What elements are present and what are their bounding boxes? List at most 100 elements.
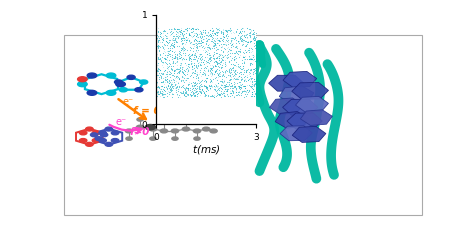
Circle shape xyxy=(99,139,106,142)
Point xyxy=(227,38,235,42)
Point xyxy=(165,38,173,42)
Point xyxy=(164,83,172,87)
Point xyxy=(160,47,168,51)
Point xyxy=(183,28,191,31)
Point xyxy=(182,35,190,39)
Point xyxy=(242,44,250,48)
Point xyxy=(236,30,244,34)
Point xyxy=(194,75,202,79)
Point xyxy=(182,89,190,93)
Point xyxy=(231,51,239,55)
Point xyxy=(196,56,203,60)
Point xyxy=(240,75,248,79)
Point xyxy=(161,29,168,33)
Point xyxy=(249,67,257,71)
Point xyxy=(202,36,210,40)
Point xyxy=(216,38,223,42)
Point xyxy=(241,34,248,38)
Point xyxy=(216,85,224,89)
Point xyxy=(226,80,233,84)
Point xyxy=(211,64,219,68)
Point xyxy=(237,70,244,74)
Point xyxy=(176,64,183,68)
Point xyxy=(164,80,172,84)
Point xyxy=(174,35,182,39)
Point xyxy=(231,68,239,72)
Point xyxy=(167,89,174,93)
Point xyxy=(222,75,230,79)
Point xyxy=(241,78,249,82)
Point xyxy=(182,86,190,90)
Point xyxy=(195,39,202,43)
Point xyxy=(183,29,191,33)
Point xyxy=(217,94,224,98)
Point xyxy=(197,52,205,56)
Point xyxy=(211,87,219,91)
Point xyxy=(175,49,182,53)
Point xyxy=(228,93,236,97)
Point xyxy=(192,38,200,42)
Point xyxy=(234,49,241,53)
Point xyxy=(190,27,197,31)
Point xyxy=(184,62,192,66)
Point xyxy=(239,38,246,42)
Point xyxy=(177,48,184,52)
Point xyxy=(159,40,166,44)
Point xyxy=(163,53,171,57)
Point xyxy=(187,94,195,98)
Point xyxy=(189,86,197,90)
Point xyxy=(214,47,222,51)
Point xyxy=(186,74,194,78)
Point xyxy=(156,34,164,38)
Point xyxy=(172,56,179,60)
Point xyxy=(220,46,228,50)
Point xyxy=(190,53,198,57)
Point xyxy=(187,46,195,50)
Point xyxy=(214,38,222,42)
Circle shape xyxy=(78,77,87,82)
Point xyxy=(172,29,180,33)
Point xyxy=(171,28,178,31)
Point xyxy=(231,68,238,72)
Point xyxy=(225,38,232,42)
Point xyxy=(207,58,215,62)
Point xyxy=(194,76,202,80)
Point xyxy=(239,84,247,88)
Point xyxy=(153,36,161,40)
Point xyxy=(252,68,259,72)
Point xyxy=(235,64,242,68)
Point xyxy=(236,31,243,34)
Point xyxy=(161,43,169,47)
Point xyxy=(226,83,233,87)
Point xyxy=(192,27,200,31)
Point xyxy=(202,42,210,46)
Point xyxy=(165,78,173,82)
Point xyxy=(173,86,180,90)
Point xyxy=(180,33,187,37)
Point xyxy=(221,71,229,75)
Point xyxy=(197,91,205,95)
Point xyxy=(157,80,165,84)
Point xyxy=(185,62,193,66)
Point xyxy=(176,31,183,34)
Point xyxy=(157,71,165,75)
Point xyxy=(155,92,163,96)
Point xyxy=(248,47,256,51)
Point xyxy=(233,90,240,93)
Point xyxy=(201,48,208,52)
Point xyxy=(225,28,233,32)
Point xyxy=(157,76,165,80)
Point xyxy=(164,41,172,45)
Circle shape xyxy=(127,75,135,79)
Point xyxy=(216,26,223,30)
Point xyxy=(198,89,205,93)
Point xyxy=(219,92,227,95)
Point xyxy=(168,43,176,47)
Point xyxy=(190,52,198,56)
Point xyxy=(247,50,255,54)
Point xyxy=(235,31,243,35)
Point xyxy=(246,67,254,71)
Point xyxy=(169,92,177,96)
Point xyxy=(220,35,228,39)
Point xyxy=(233,27,241,31)
